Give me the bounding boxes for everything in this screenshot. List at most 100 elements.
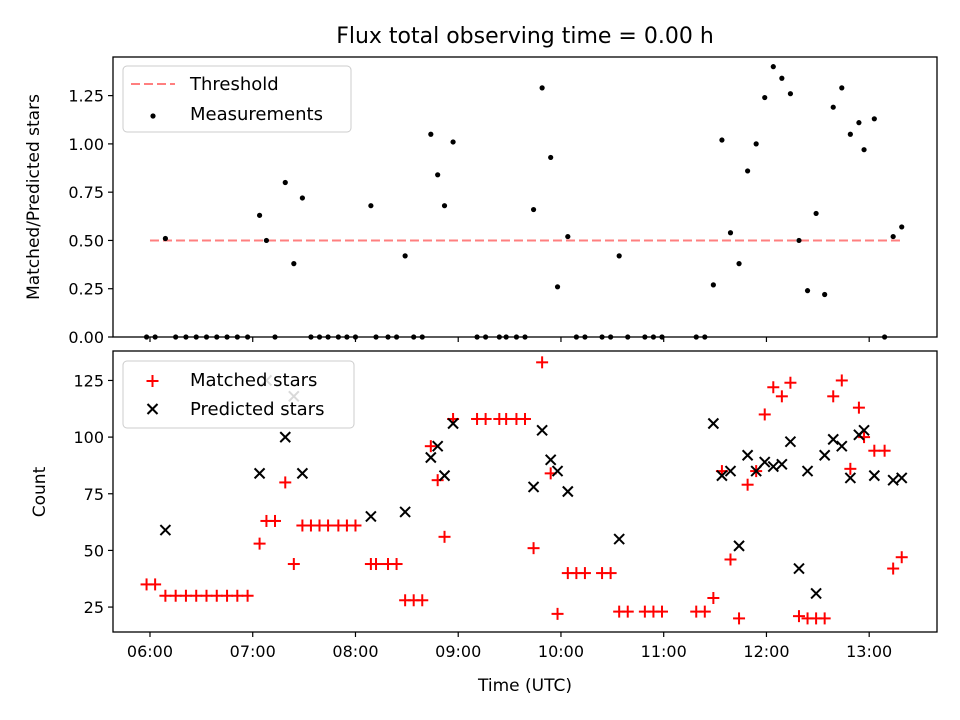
predicted-stars-point bbox=[810, 587, 822, 600]
measurement-point bbox=[736, 261, 742, 267]
measurement-point bbox=[813, 210, 819, 217]
matched-stars-point bbox=[724, 553, 737, 566]
matched-stars-point bbox=[536, 356, 549, 369]
measurements-y-axis: 0.00 0.25 0.50 0.75 1.00 1.25 bbox=[68, 87, 113, 347]
measurement-point bbox=[871, 116, 877, 122]
measurements-legend-marker bbox=[150, 113, 156, 119]
matched-stars-point bbox=[210, 589, 223, 602]
matched-stars-point bbox=[784, 376, 797, 389]
measurement-point bbox=[402, 253, 408, 259]
measurement-point bbox=[856, 120, 862, 126]
measurement-point bbox=[745, 168, 751, 174]
matched-stars-point bbox=[827, 390, 840, 403]
predicted-stars-point bbox=[544, 454, 557, 466]
x-tick-label: 10:00 bbox=[538, 642, 584, 661]
measurement-point bbox=[830, 104, 836, 110]
measurements-panel: 0.00 0.25 0.50 0.75 1.00 1.25 Matched/Predict… bbox=[24, 56, 938, 347]
y-tick-label: 0.75 bbox=[68, 183, 104, 202]
predicted-stars-point bbox=[724, 465, 737, 477]
measurement-point bbox=[554, 284, 561, 290]
matched-stars-point bbox=[241, 589, 254, 602]
matched-stars-point bbox=[844, 462, 857, 475]
matched-stars-point bbox=[621, 605, 634, 618]
predicted-stars-point bbox=[425, 451, 437, 464]
y-tick-label: 1.00 bbox=[68, 135, 104, 154]
matched-stars-point bbox=[604, 567, 617, 580]
measurements-legend-label: Measurements bbox=[190, 104, 323, 125]
matched-stars-point bbox=[733, 612, 746, 625]
x-tick-label: 08:00 bbox=[332, 642, 378, 661]
predicted-stars-point bbox=[365, 510, 377, 523]
predicted-stars-point bbox=[527, 481, 540, 493]
predicted-stars-point bbox=[716, 469, 728, 482]
matched-stars-point bbox=[221, 589, 234, 602]
measurement-point bbox=[710, 282, 716, 288]
measurements-legend: Threshold Measurements bbox=[122, 65, 352, 133]
matched-stars-point bbox=[231, 589, 244, 602]
measurement-point bbox=[548, 154, 554, 161]
measurement-point bbox=[804, 288, 811, 294]
matched-stars-point bbox=[416, 594, 429, 607]
counts-x-axis: 06:00 07:00 08:00 09:00 10:00 11:00 12:00 13:00 bbox=[127, 632, 892, 661]
measurement-point bbox=[435, 172, 441, 178]
y-tick-label: 0.25 bbox=[68, 280, 104, 299]
measurement-point bbox=[162, 235, 168, 242]
matched-stars-point bbox=[852, 401, 865, 414]
predicted-stars-point bbox=[896, 472, 908, 484]
predicted-stars-point bbox=[613, 533, 625, 545]
y-tick-label: 25 bbox=[84, 598, 104, 617]
matched-stars-point bbox=[775, 390, 788, 403]
matched-stars-point bbox=[370, 558, 383, 571]
measurement-point bbox=[753, 141, 759, 147]
predicted-stars-point bbox=[733, 540, 745, 552]
predicted-stars-point bbox=[776, 458, 788, 471]
predicted-stars-point bbox=[741, 449, 754, 461]
y-tick-label: 1.25 bbox=[68, 87, 104, 106]
measurement-point bbox=[539, 85, 545, 91]
y-tick-label: 125 bbox=[73, 371, 104, 390]
x-tick-label: 09:00 bbox=[435, 642, 481, 661]
matched-stars-point bbox=[159, 589, 172, 602]
predicted-stars-point bbox=[159, 524, 172, 536]
matched-stars-point bbox=[149, 578, 162, 591]
matched-stars-point bbox=[527, 542, 540, 555]
counts-panel: 25 50 75 100 125 06:00 07:00 08:00 09:00 10:00 11… bbox=[30, 350, 938, 696]
measurement-point bbox=[565, 233, 571, 240]
counts-y-axis: 25 50 75 100 125 bbox=[73, 371, 113, 617]
measurement-point bbox=[847, 131, 853, 137]
y-tick-label: 50 bbox=[84, 541, 104, 560]
predicted-stars-point bbox=[887, 474, 899, 486]
predicted-stars-point bbox=[784, 435, 797, 448]
matched-stars-point bbox=[707, 592, 720, 605]
measurement-point bbox=[450, 139, 456, 145]
predicted-stars-point bbox=[759, 456, 771, 468]
matched-stars-point bbox=[741, 478, 754, 491]
predicted-stars-point bbox=[431, 440, 444, 452]
matched-stars-point bbox=[895, 551, 908, 564]
predicted-stars-point bbox=[438, 469, 451, 482]
matched-stars-point bbox=[424, 440, 437, 453]
measurements-x-ticks bbox=[149, 337, 870, 342]
measurement-point bbox=[256, 212, 263, 218]
x-tick-label: 12:00 bbox=[743, 642, 789, 661]
predicted-stars-point bbox=[707, 417, 720, 430]
predicted-stars-point bbox=[868, 469, 881, 482]
predicted-stars-point bbox=[279, 431, 291, 443]
predicted-stars-point bbox=[793, 562, 805, 575]
measurement-point bbox=[899, 224, 905, 230]
measurement-point bbox=[861, 147, 867, 153]
matched-stars-point bbox=[349, 519, 362, 532]
predicted-stars-point bbox=[836, 440, 848, 452]
measurements-legend-box bbox=[122, 65, 352, 133]
measurement-point bbox=[822, 291, 828, 298]
measurement-point bbox=[299, 195, 305, 201]
matched-stars-point bbox=[887, 562, 900, 575]
matched-stars-point bbox=[390, 558, 403, 571]
matched-stars-point bbox=[878, 444, 891, 457]
measurement-point bbox=[839, 85, 845, 91]
measurement-point bbox=[368, 203, 374, 209]
measurement-point bbox=[762, 94, 768, 101]
measurement-point bbox=[719, 137, 725, 143]
predicted-stars-point bbox=[844, 472, 857, 484]
matched-stars-point bbox=[551, 607, 564, 620]
